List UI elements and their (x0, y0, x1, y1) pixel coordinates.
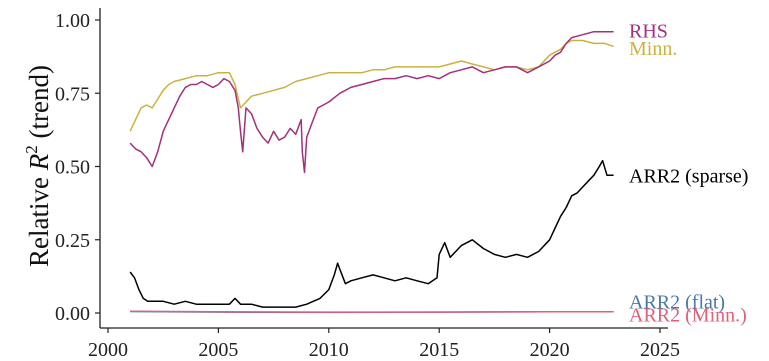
chart-axes: 0.00 0.25 0.50 0.75 1.00 2000 2005 2010 2015 2020… (55, 8, 680, 361)
x-tick-label: 2020 (530, 339, 570, 361)
series-line-arr2-minn (130, 310, 614, 313)
series-label: RHS (629, 20, 668, 42)
y-tick-label: 0.00 (55, 303, 90, 325)
series-label: ARR2 (flat) (629, 291, 725, 313)
series-line-minn (129, 39, 614, 132)
series-layer (129, 30, 614, 314)
y-tick-label: 0.50 (55, 157, 90, 179)
x-tick-label: 2025 (640, 339, 680, 361)
y-axis-title: Relative R2 (trend) (22, 65, 54, 267)
series-label: ARR2 (Minn.) (629, 304, 747, 326)
series-label: ARR2 (sparse) (629, 165, 748, 187)
x-tick-label: 2005 (198, 339, 238, 361)
x-tick-label: 2000 (88, 339, 128, 361)
series-label: Minn. (629, 38, 677, 60)
y-tick-label: 1.00 (55, 10, 90, 32)
y-tick-label: 0.25 (55, 230, 90, 252)
x-tick-label: 2015 (419, 339, 459, 361)
x-tick-label: 2010 (309, 339, 349, 361)
series-line-rhs (129, 30, 614, 174)
y-tick-label: 0.75 (55, 83, 90, 105)
series-line-arr2-sparse (129, 159, 614, 308)
